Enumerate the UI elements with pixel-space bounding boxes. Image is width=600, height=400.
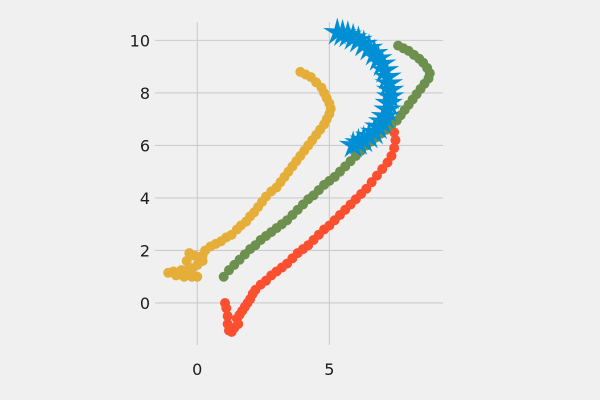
x-tick-label: 0 (192, 360, 202, 379)
data-point (186, 263, 197, 274)
data-point-star (367, 49, 397, 77)
data-point (171, 270, 182, 281)
data-point-star (360, 38, 389, 66)
series-0 (163, 66, 336, 282)
data-point (218, 271, 229, 282)
data-point (222, 318, 233, 329)
data-point-star (364, 43, 393, 71)
data-point (389, 127, 400, 138)
data-point (189, 250, 200, 261)
data-point-star (338, 130, 368, 158)
y-tick-label: 0 (140, 294, 150, 313)
data-point-star (373, 94, 402, 123)
data-point-star (354, 33, 384, 61)
data-point (163, 267, 174, 278)
data-point-star (370, 55, 400, 83)
y-tick-label: 6 (140, 136, 150, 155)
data-point (220, 297, 231, 308)
data-point (181, 255, 192, 266)
data-point (389, 143, 400, 154)
data-point (197, 255, 208, 266)
data-point-star (370, 101, 400, 129)
x-tick-label: 5 (324, 360, 334, 379)
data-point (186, 271, 197, 282)
data-point-star (360, 117, 389, 145)
data-point-star (349, 29, 378, 57)
data-point-star (354, 121, 384, 149)
y-tick-label: 4 (140, 189, 150, 208)
y-tick-label: 2 (140, 241, 150, 260)
series-layer (163, 17, 435, 337)
y-tick-label: 8 (140, 84, 150, 103)
series-3 (323, 17, 405, 158)
data-point (390, 135, 401, 146)
data-point (222, 311, 233, 322)
data-point-star (364, 112, 393, 140)
data-point-star (367, 106, 397, 134)
y-tick-label: 10 (130, 31, 150, 50)
data-point-star (344, 25, 373, 53)
tick-labels: 0 2 4 6 8 10 0 5 (130, 31, 335, 379)
